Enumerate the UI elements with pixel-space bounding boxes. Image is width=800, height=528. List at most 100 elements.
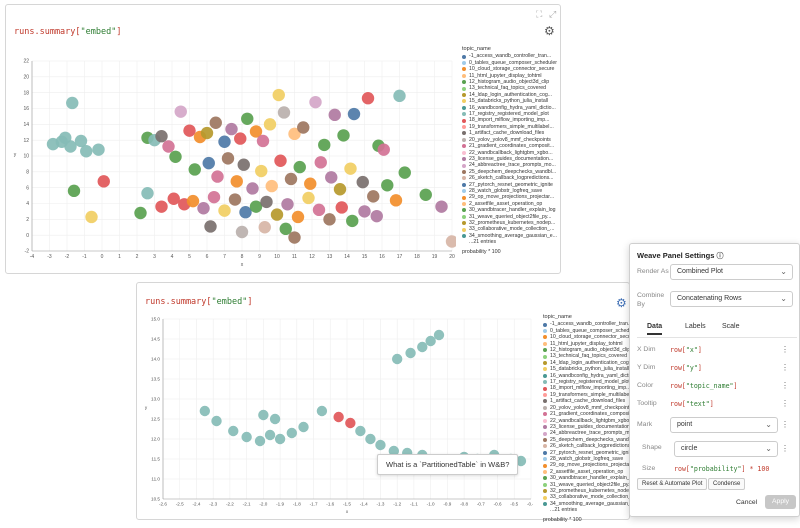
scatter-point[interactable] xyxy=(312,203,326,217)
legend-item[interactable]: 0_tables_queue_composer_scheduler xyxy=(543,328,629,334)
expression-editor-2[interactable]: runs.summary["embed"] xyxy=(145,297,252,307)
scatter-point[interactable] xyxy=(381,179,394,192)
scatter-point[interactable] xyxy=(297,121,310,134)
scatter-point[interactable] xyxy=(393,89,406,103)
scatter-point[interactable] xyxy=(211,170,224,183)
x-dim-expression[interactable]: row["x"] xyxy=(670,346,702,354)
legend-item[interactable]: 34_smoothing_average_gaussian_e... xyxy=(462,233,560,239)
legend-item[interactable]: 21_gradient_coordinates_composit... xyxy=(462,143,560,149)
legend-item[interactable]: 33_collaborative_mode_collection_... xyxy=(543,494,629,500)
scatter-point[interactable] xyxy=(197,202,210,215)
legend-item[interactable]: ...21 entries xyxy=(543,507,629,513)
legend-item[interactable]: 10_cloud_storage_connector_secure xyxy=(462,66,560,72)
expand-icon[interactable]: ⤢ xyxy=(549,9,557,19)
legend-item[interactable]: 30_wandbtracer_handler_explain_log xyxy=(543,475,629,481)
legend-item[interactable]: 27_pytorch_resnet_geometric_ignite xyxy=(543,450,629,456)
scatter-point[interactable] xyxy=(346,214,359,228)
scatter-plot-zoomed[interactable]: -2.6 -2.5 -2.4 -2.3 -2.2 -2.1 -2.0 -1.9 -1.8 -1.7… xyxy=(141,313,533,517)
shape-select[interactable]: circle ⌄ xyxy=(674,441,778,457)
scatter-point[interactable] xyxy=(389,194,403,207)
scatter-point[interactable] xyxy=(445,235,456,248)
scatter-point[interactable] xyxy=(228,425,239,437)
legend-item[interactable]: ...21 entries xyxy=(462,239,560,245)
scatter-point[interactable] xyxy=(333,411,344,423)
scatter-point[interactable] xyxy=(281,198,294,211)
scatter-point[interactable] xyxy=(286,427,297,439)
scatter-point[interactable] xyxy=(199,405,211,417)
scatter-point[interactable] xyxy=(183,124,196,137)
scatter-point[interactable] xyxy=(277,106,291,119)
scatter-point[interactable] xyxy=(377,143,390,156)
scatter-point[interactable] xyxy=(288,231,301,244)
gear-icon-2[interactable]: ⚙ xyxy=(616,296,627,310)
legend-item[interactable]: 33_collaborative_mode_collection_... xyxy=(462,226,560,232)
scatter-point[interactable] xyxy=(361,92,375,105)
scatter-point[interactable] xyxy=(162,140,175,153)
scatter-point[interactable] xyxy=(335,201,348,214)
legend-item[interactable]: 11_html_jupyter_display_tohtml xyxy=(462,73,560,79)
legend-item[interactable]: 14_ldap_login_authentication_cog... xyxy=(462,92,560,98)
scatter-point[interactable] xyxy=(204,220,217,233)
scatter-point[interactable] xyxy=(293,160,306,174)
legend-item[interactable]: 29_op_move_projections_projectar... xyxy=(543,462,629,468)
legend-item[interactable]: 28_watch_globstr_logfreq_save xyxy=(543,456,629,462)
scatter-point[interactable] xyxy=(264,429,276,441)
legend-item[interactable]: 22_wandbcallback_lightgbm_xgbo... xyxy=(543,418,629,424)
legend-item[interactable]: 12_histogram_audio_object3d_clip xyxy=(462,79,560,85)
legend-item[interactable]: 13_technical_faq_topics_covered xyxy=(543,353,629,359)
legend-item[interactable]: 12_histogram_audio_object3d_clip xyxy=(543,347,629,353)
scatter-point[interactable] xyxy=(288,127,301,141)
gear-icon[interactable]: ⚙ xyxy=(544,24,555,38)
legend-item[interactable]: 24_abbreactree_trace_prompts_mo... xyxy=(543,430,629,436)
legend-item[interactable]: 18_import_mlflow_importing_imp... xyxy=(462,117,560,123)
scatter-point[interactable] xyxy=(85,210,98,224)
scatter-point[interactable] xyxy=(174,105,187,118)
legend-item[interactable]: 32_prometheus_kubernetes_nodep... xyxy=(462,220,560,226)
scatter-point[interactable] xyxy=(279,222,292,236)
scatter-point[interactable] xyxy=(309,95,322,109)
scatter-point[interactable] xyxy=(249,200,263,213)
scatter-point[interactable] xyxy=(169,150,182,163)
scatter-point[interactable] xyxy=(225,122,238,136)
scatter-point[interactable] xyxy=(345,417,356,429)
scatter-point[interactable] xyxy=(235,225,249,239)
scatter-point[interactable] xyxy=(241,431,252,443)
mark-menu-icon[interactable]: ⋮ xyxy=(781,420,789,429)
legend-item[interactable]: 25_deepchem_deepchecks_wandbl... xyxy=(462,169,560,175)
legend-item[interactable]: 31_weave_queried_object2file_py... xyxy=(462,214,560,220)
scatter-point[interactable] xyxy=(265,179,278,193)
apply-button[interactable]: Apply xyxy=(765,495,797,509)
legend-item[interactable]: 16_wandbconfig_hydra_yaml_dictio... xyxy=(543,373,629,379)
legend-item[interactable]: 28_watch_globstr_logfreq_save xyxy=(462,188,560,194)
legend-item[interactable]: -1_access_wandb_controller_tran... xyxy=(462,53,560,59)
scatter-point[interactable] xyxy=(272,88,285,102)
scatter-point[interactable] xyxy=(318,138,331,152)
cancel-button[interactable]: Cancel xyxy=(736,499,758,506)
scatter-point[interactable] xyxy=(337,129,350,142)
legend-item[interactable]: 20_yolov_yolov8_mmf_checkpoints xyxy=(462,137,560,143)
scatter-point[interactable] xyxy=(333,183,347,196)
legend-item[interactable]: 16_wandbconfig_hydra_yaml_dictio... xyxy=(462,105,560,111)
scatter-point[interactable] xyxy=(260,195,273,209)
color-menu-icon[interactable]: ⋮ xyxy=(781,381,789,390)
scatter-point[interactable] xyxy=(249,125,263,138)
legend-item[interactable]: 23_license_guides_documentation... xyxy=(543,424,629,430)
scatter-point[interactable] xyxy=(358,205,371,218)
scatter-point[interactable] xyxy=(367,190,380,203)
legend-item[interactable]: 19_transformers_simple_multilabel... xyxy=(543,392,629,398)
legend-item[interactable]: 23_license_guides_documentation... xyxy=(462,156,560,162)
scatter-point[interactable] xyxy=(255,164,268,178)
scatter-point[interactable] xyxy=(59,131,72,144)
scatter-point[interactable] xyxy=(74,134,88,148)
scatter-point[interactable] xyxy=(323,213,336,226)
scatter-point[interactable] xyxy=(356,175,369,189)
scatter-point[interactable] xyxy=(328,108,341,122)
tab-scale[interactable]: Scale xyxy=(722,323,740,330)
scatter-point[interactable] xyxy=(202,156,215,170)
legend-item[interactable]: 2_assetfile_asset_operation_op xyxy=(543,469,629,475)
legend-item[interactable]: 24_abbreactree_trace_prompts_mo... xyxy=(462,162,560,168)
combine-by-select[interactable]: Concatenating Rows ⌄ xyxy=(670,291,793,307)
scatter-point[interactable] xyxy=(274,433,286,445)
legend-item[interactable]: 18_import_mlflow_importing_imp... xyxy=(543,385,629,391)
scatter-point[interactable] xyxy=(155,200,168,213)
